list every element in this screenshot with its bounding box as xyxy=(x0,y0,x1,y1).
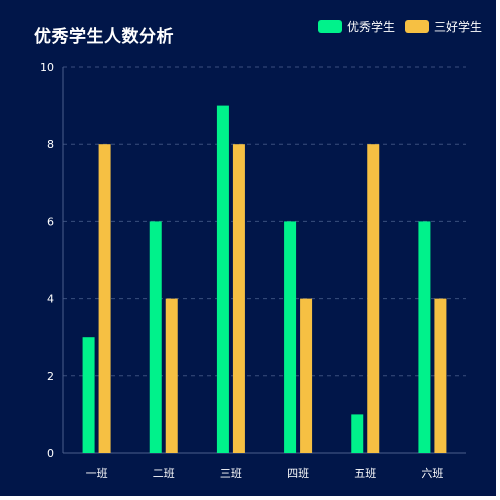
bar-series-0-2[interactable] xyxy=(216,105,229,453)
bar-series-1-0[interactable] xyxy=(98,144,111,453)
y-tick-label-3: 6 xyxy=(47,215,54,228)
bar-series-0-1[interactable] xyxy=(149,221,162,453)
y-tick-label-0: 0 xyxy=(47,447,54,460)
bar-series-1-4[interactable] xyxy=(367,144,380,453)
x-tick-label-3: 四班 xyxy=(287,467,309,480)
y-tick-label-1: 2 xyxy=(47,370,54,383)
bar-series-0-4[interactable] xyxy=(351,414,364,453)
bar-series-1-1[interactable] xyxy=(165,298,178,453)
y-tick-label-4: 8 xyxy=(47,138,54,151)
bar-series-0-3[interactable] xyxy=(284,221,297,453)
legend-item-series-0[interactable]: 优秀学生 xyxy=(317,18,395,35)
bar-series-1-2[interactable] xyxy=(232,144,245,453)
x-tick-label-2: 三班 xyxy=(220,467,242,480)
chart-title: 优秀学生人数分析 xyxy=(34,27,174,47)
bar-series-0-0[interactable] xyxy=(82,337,95,453)
x-tick-label-1: 二班 xyxy=(153,467,175,480)
legend: 优秀学生 三好学生 xyxy=(317,18,482,35)
legend-item-series-1[interactable]: 三好学生 xyxy=(404,18,482,35)
legend-swatch-series-0 xyxy=(317,20,342,33)
x-tick-label-4: 五班 xyxy=(354,467,376,480)
x-tick-label-5: 六班 xyxy=(421,467,443,480)
bar-series-0-5[interactable] xyxy=(418,221,431,453)
x-tick-label-0: 一班 xyxy=(86,467,108,480)
y-tick-label-5: 10 xyxy=(40,61,54,74)
legend-swatch-series-1 xyxy=(404,20,429,33)
legend-label-series-0: 优秀学生 xyxy=(346,20,395,34)
legend-label-series-1: 三好学生 xyxy=(433,20,482,34)
bar-series-1-5[interactable] xyxy=(434,298,447,453)
y-tick-label-2: 4 xyxy=(47,293,54,306)
bar-series-1-3[interactable] xyxy=(300,298,313,453)
